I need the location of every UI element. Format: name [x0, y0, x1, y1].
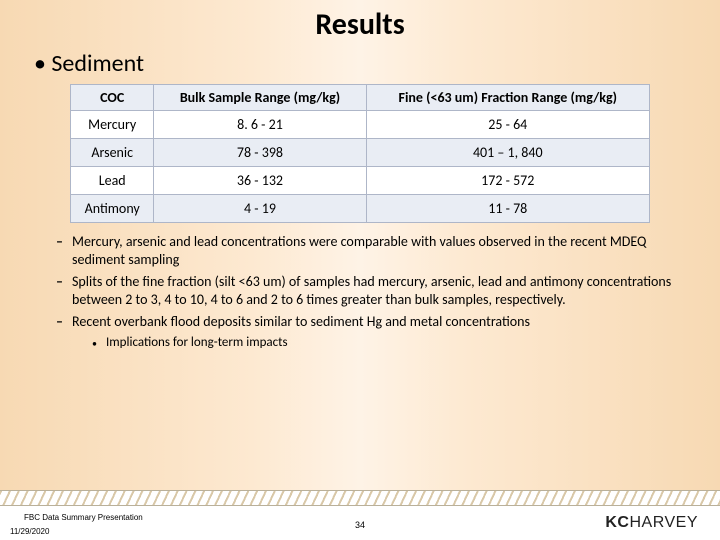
table-container: COC Bulk Sample Range (mg/kg) Fine (<63 … — [70, 84, 650, 223]
slide: Results Sediment COC Bulk Sample Range (… — [0, 0, 720, 540]
sub-bullet-item: Mercury, arsenic and lead concentrations… — [56, 233, 678, 269]
cell-bulk: 78 - 398 — [154, 139, 366, 167]
col-header-fine: Fine (<63 um) Fraction Range (mg/kg) — [366, 85, 649, 111]
presentation-name: FBC Data Summary Presentation — [24, 513, 143, 522]
logo-harvey-text: HARVEY — [629, 514, 698, 531]
main-bullet-sediment: Sediment — [0, 49, 720, 78]
col-header-coc: COC — [71, 85, 154, 111]
kc-harvey-logo: KCHARVEY — [605, 514, 698, 532]
cell-fine: 401 – 1, 840 — [366, 139, 649, 167]
cell-fine: 11 - 78 — [366, 195, 649, 223]
cell-coc: Mercury — [71, 111, 154, 139]
coc-table: COC Bulk Sample Range (mg/kg) Fine (<63 … — [70, 84, 650, 223]
table-row: Lead 36 - 132 172 - 572 — [71, 167, 650, 195]
table-row: Arsenic 78 - 398 401 – 1, 840 — [71, 139, 650, 167]
footer-date: 11/29/2020 — [10, 527, 49, 536]
topo-decoration-strip — [0, 490, 720, 506]
col-header-bulk: Bulk Sample Range (mg/kg) — [154, 85, 366, 111]
table-header-row: COC Bulk Sample Range (mg/kg) Fine (<63 … — [71, 85, 650, 111]
cell-bulk: 4 - 19 — [154, 195, 366, 223]
cell-fine: 172 - 572 — [366, 167, 649, 195]
sub-bullet-list: Mercury, arsenic and lead concentrations… — [56, 233, 678, 331]
cell-bulk: 36 - 132 — [154, 167, 366, 195]
cell-coc: Antimony — [71, 195, 154, 223]
cell-coc: Lead — [71, 167, 154, 195]
table-row: Mercury 8. 6 - 21 25 - 64 — [71, 111, 650, 139]
page-number: 34 — [355, 520, 365, 530]
sub-sub-bullet-item: Implications for long-term impacts — [92, 335, 720, 350]
sub-sub-bullet-list: Implications for long-term impacts — [92, 335, 720, 350]
logo-kc-text: KC — [605, 514, 629, 531]
cell-fine: 25 - 64 — [366, 111, 649, 139]
footer: FBC Data Summary Presentation 11/29/2020… — [0, 490, 720, 540]
table-row: Antimony 4 - 19 11 - 78 — [71, 195, 650, 223]
sub-bullet-item: Recent overbank flood deposits similar t… — [56, 313, 678, 331]
cell-bulk: 8. 6 - 21 — [154, 111, 366, 139]
cell-coc: Arsenic — [71, 139, 154, 167]
slide-title: Results — [0, 0, 720, 43]
sub-bullet-item: Splits of the fine fraction (silt <63 um… — [56, 273, 678, 309]
